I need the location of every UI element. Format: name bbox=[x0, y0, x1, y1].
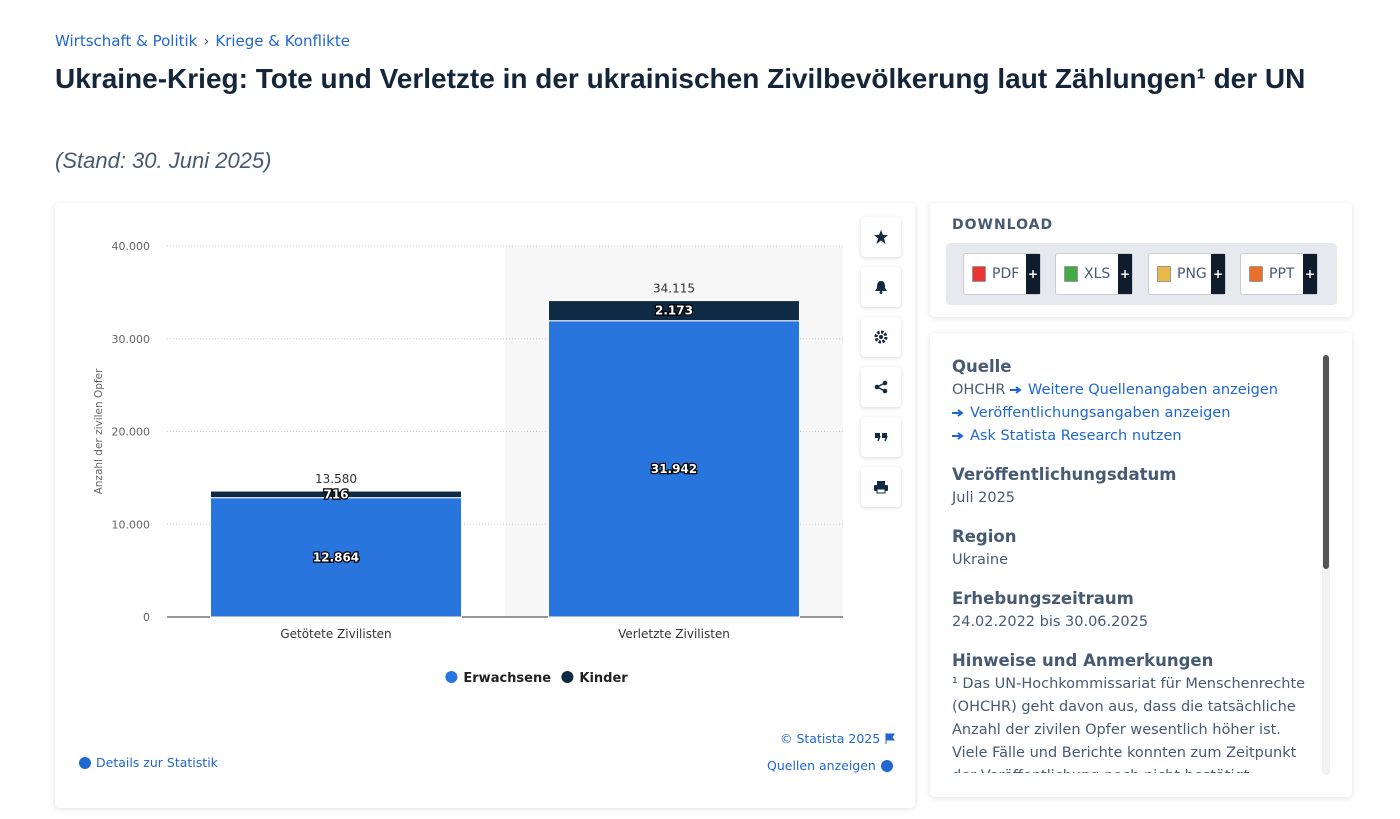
section-text: Juli 2025 bbox=[952, 490, 1016, 506]
info-panel: Quelle OHCHR Weitere Quellenangaben anze… bbox=[952, 355, 1312, 788]
legend-label: Kinder bbox=[579, 671, 628, 686]
button-label: PDF bbox=[992, 266, 1020, 282]
info-link[interactable]: Veröffentlichungsangaben anzeigen bbox=[970, 405, 1231, 421]
flag-icon bbox=[885, 733, 896, 744]
plus: + bbox=[1211, 254, 1225, 294]
gear-icon bbox=[874, 330, 888, 344]
pdf-button[interactable]: PDF + bbox=[963, 253, 1041, 295]
arrow-icon bbox=[952, 409, 964, 417]
button-label: PNG bbox=[1177, 266, 1207, 282]
button-label: XLS bbox=[1084, 266, 1111, 282]
print-icon bbox=[874, 481, 888, 494]
value-label: 12.864 bbox=[313, 550, 359, 564]
x-tick-label: Getötete Zivilisten bbox=[280, 627, 391, 641]
info-section: Veröffentlichungsdatum Juli 2025 bbox=[952, 463, 1312, 510]
info-section: Region Ukraine bbox=[952, 525, 1312, 572]
section-text: ¹ Das UN-Hochkommissariat für Menschenre… bbox=[952, 676, 1306, 773]
y-tick-label: 0 bbox=[143, 611, 150, 624]
details-link[interactable]: Details zur Statistik bbox=[79, 755, 218, 770]
link-line: Veröffentlichungsangaben anzeigen bbox=[952, 402, 1312, 425]
plus: + bbox=[1026, 254, 1040, 294]
legend-marker bbox=[561, 671, 574, 683]
file-icon bbox=[972, 266, 986, 282]
star-icon bbox=[874, 230, 888, 244]
page-title: Ukraine-Krieg: Tote und Verletzte in der… bbox=[55, 63, 1306, 94]
source-line: OHCHR Weitere Quellenangaben anzeigen bbox=[952, 379, 1312, 402]
total-label: 13.580 bbox=[315, 472, 357, 486]
x-tick-label: Verletzte Zivilisten bbox=[618, 627, 730, 641]
quote-icon bbox=[875, 433, 888, 442]
value-label: 31.942 bbox=[651, 462, 697, 476]
download-card: DOWNLOAD PDF + XLS + PNG + PPT + bbox=[930, 203, 1352, 317]
file-icon bbox=[1157, 266, 1171, 282]
bar-segment bbox=[210, 490, 462, 499]
bell-icon bbox=[875, 281, 887, 294]
section-title: Hinweise und Anmerkungen bbox=[952, 651, 1214, 670]
ppt-button[interactable]: PPT + bbox=[1240, 253, 1318, 295]
notify-button[interactable] bbox=[861, 267, 901, 307]
plus: + bbox=[1118, 254, 1132, 294]
info-section: Hinweise und Anmerkungen ¹ Das UN-Hochkom… bbox=[952, 649, 1312, 773]
download-buttons: PDF + XLS + PNG + PPT + bbox=[946, 243, 1337, 305]
link-line: Ask Statista Research nutzen bbox=[952, 425, 1312, 448]
total-label: 34.115 bbox=[653, 282, 695, 296]
favorite-button[interactable] bbox=[861, 217, 901, 257]
share-icon bbox=[874, 380, 888, 394]
y-tick-label: 20.000 bbox=[112, 426, 151, 439]
info-section: Erhebungszeitraum 24.02.2022 bis 30.06.20… bbox=[952, 587, 1312, 634]
arrow-icon bbox=[1010, 386, 1022, 394]
arrow-icon bbox=[952, 432, 964, 440]
info-link[interactable]: Ask Statista Research nutzen bbox=[970, 428, 1182, 444]
y-tick-label: 10.000 bbox=[112, 518, 151, 531]
breadcrumb-link[interactable]: Kriege & Konflikte bbox=[215, 32, 350, 50]
breadcrumb-link[interactable]: Wirtschaft & Politik bbox=[55, 32, 198, 50]
scrollbar[interactable] bbox=[1322, 355, 1330, 775]
chart-card: 0 10.000 20.000 30.000 40.000 Anzahl der zivi… bbox=[55, 203, 915, 808]
cite-button[interactable] bbox=[861, 417, 901, 457]
section-title: Veröffentlichungsdatum bbox=[952, 465, 1177, 484]
legend-marker bbox=[445, 671, 458, 683]
download-title: DOWNLOAD bbox=[952, 217, 1054, 233]
print-button[interactable] bbox=[861, 467, 901, 507]
chart: 0 10.000 20.000 30.000 40.000 Anzahl der zivi… bbox=[93, 240, 843, 686]
legend-label: Erwachsene bbox=[463, 671, 551, 686]
settings-button[interactable] bbox=[861, 317, 901, 357]
y-tick-label: 30.000 bbox=[112, 333, 151, 346]
section-title: Region bbox=[952, 527, 1017, 546]
info-card: Quelle OHCHR Weitere Quellenangaben anze… bbox=[930, 333, 1352, 797]
copyright-text: © Statista 2025 bbox=[780, 731, 881, 746]
value-label: 2.173 bbox=[655, 304, 693, 318]
file-icon bbox=[1064, 266, 1078, 282]
breadcrumb-separator: › bbox=[203, 32, 210, 50]
breadcrumb: Wirtschaft & Politik › Kriege & Konflikte bbox=[55, 32, 350, 50]
file-icon bbox=[1249, 266, 1263, 282]
source-text: OHCHR bbox=[952, 382, 1006, 398]
share-button[interactable] bbox=[861, 367, 901, 407]
section-title: Erhebungszeitraum bbox=[952, 589, 1134, 608]
source-block: Quelle OHCHR Weitere Quellenangaben anze… bbox=[952, 355, 1312, 448]
bar-segment bbox=[548, 300, 800, 322]
y-axis-title: Anzahl der zivilen Opfer bbox=[93, 368, 105, 494]
sources-link[interactable]: Quellen anzeigen bbox=[767, 758, 893, 773]
section-text: 24.02.2022 bis 30.06.2025 bbox=[952, 614, 1149, 630]
sources-text: Quellen anzeigen bbox=[767, 758, 876, 773]
subtitle: (Stand: 30. Juni 2025) bbox=[55, 148, 272, 173]
info-icon bbox=[880, 759, 893, 772]
value-label: 716 bbox=[323, 487, 348, 501]
button-label: PPT bbox=[1269, 266, 1295, 282]
xls-button[interactable]: XLS + bbox=[1055, 253, 1133, 295]
details-text: Details zur Statistik bbox=[96, 755, 218, 770]
section-title: Quelle bbox=[952, 357, 1012, 376]
bar-segment bbox=[210, 497, 462, 618]
section-text: Ukraine bbox=[952, 552, 1008, 568]
y-tick-label: 40.000 bbox=[112, 240, 151, 253]
plus: + bbox=[1303, 254, 1317, 294]
scroll-thumb[interactable] bbox=[1323, 355, 1329, 569]
info-link[interactable]: Weitere Quellenangaben anzeigen bbox=[1028, 382, 1278, 398]
copyright[interactable]: © Statista 2025 bbox=[780, 731, 896, 746]
info-icon bbox=[79, 756, 91, 769]
png-button[interactable]: PNG + bbox=[1148, 253, 1226, 295]
